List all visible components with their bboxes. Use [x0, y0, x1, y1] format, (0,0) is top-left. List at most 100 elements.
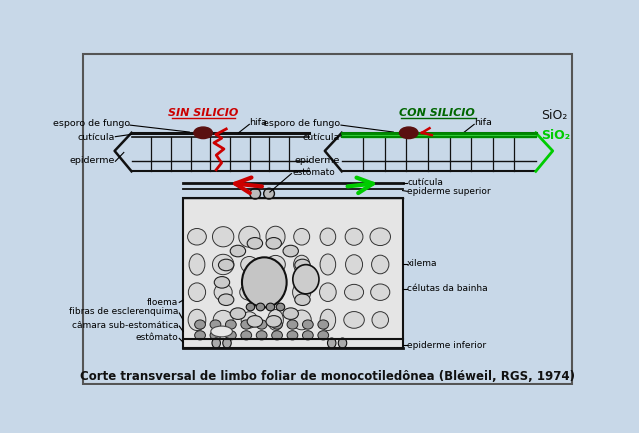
Ellipse shape: [302, 320, 313, 329]
Ellipse shape: [246, 303, 255, 311]
Bar: [183, 198, 403, 349]
Ellipse shape: [241, 331, 252, 340]
Ellipse shape: [189, 283, 206, 301]
Text: câmara sub-estomática: câmara sub-estomática: [72, 321, 178, 330]
Ellipse shape: [287, 320, 298, 329]
Ellipse shape: [256, 331, 267, 340]
Ellipse shape: [230, 245, 245, 257]
Ellipse shape: [345, 228, 363, 246]
Ellipse shape: [214, 284, 232, 301]
Ellipse shape: [320, 283, 336, 301]
Ellipse shape: [344, 284, 364, 300]
Ellipse shape: [276, 303, 285, 311]
Ellipse shape: [266, 255, 286, 274]
Ellipse shape: [241, 256, 258, 272]
Text: SiO₂: SiO₂: [541, 129, 570, 142]
Text: estômato: estômato: [293, 168, 335, 177]
Ellipse shape: [399, 127, 418, 139]
Ellipse shape: [247, 316, 263, 327]
Ellipse shape: [293, 265, 319, 294]
Text: floema: floema: [147, 298, 178, 307]
Text: cutícula: cutícula: [407, 178, 443, 187]
Ellipse shape: [272, 331, 282, 340]
Text: fibras de esclerenquima: fibras de esclerenquima: [69, 307, 178, 316]
Text: célutas da bainha: célutas da bainha: [407, 284, 488, 293]
Text: SiO₂: SiO₂: [541, 109, 567, 122]
Ellipse shape: [266, 316, 281, 327]
Ellipse shape: [318, 320, 328, 329]
Text: cutícula: cutícula: [77, 133, 114, 142]
Ellipse shape: [283, 308, 298, 320]
Ellipse shape: [188, 309, 206, 330]
Ellipse shape: [247, 238, 263, 249]
Ellipse shape: [239, 226, 260, 247]
Ellipse shape: [283, 245, 298, 257]
Ellipse shape: [318, 331, 328, 340]
Ellipse shape: [219, 259, 234, 271]
Ellipse shape: [250, 188, 261, 199]
Ellipse shape: [346, 255, 362, 274]
Ellipse shape: [327, 338, 336, 348]
Ellipse shape: [213, 310, 233, 330]
Ellipse shape: [293, 255, 310, 274]
Text: estômato: estômato: [135, 333, 178, 342]
Ellipse shape: [194, 127, 212, 139]
Ellipse shape: [338, 338, 347, 348]
Ellipse shape: [214, 277, 229, 288]
Ellipse shape: [223, 338, 231, 348]
Ellipse shape: [195, 331, 206, 340]
Ellipse shape: [242, 257, 287, 307]
Ellipse shape: [371, 255, 389, 274]
Ellipse shape: [287, 331, 298, 340]
Ellipse shape: [210, 331, 221, 340]
Ellipse shape: [241, 320, 252, 329]
Ellipse shape: [344, 312, 364, 328]
Ellipse shape: [302, 331, 313, 340]
Ellipse shape: [230, 308, 245, 320]
Text: hifa: hifa: [249, 118, 267, 127]
Ellipse shape: [212, 226, 234, 247]
Text: hifa: hifa: [474, 118, 492, 127]
Ellipse shape: [241, 312, 258, 328]
Ellipse shape: [264, 188, 274, 199]
Ellipse shape: [294, 229, 310, 245]
Ellipse shape: [295, 259, 310, 271]
Ellipse shape: [295, 294, 310, 306]
Ellipse shape: [293, 282, 311, 302]
Text: esporo de fungo: esporo de fungo: [263, 119, 340, 128]
Ellipse shape: [268, 310, 283, 330]
Ellipse shape: [299, 277, 314, 288]
Ellipse shape: [320, 254, 335, 275]
Ellipse shape: [266, 226, 285, 247]
Ellipse shape: [240, 284, 259, 301]
Ellipse shape: [371, 284, 390, 301]
Ellipse shape: [272, 320, 282, 329]
Text: SIN SILICIO: SIN SILICIO: [168, 108, 238, 118]
Ellipse shape: [189, 254, 205, 275]
Ellipse shape: [188, 229, 206, 245]
Text: epiderme: epiderme: [69, 156, 114, 165]
Text: CON SILICIO: CON SILICIO: [399, 108, 475, 118]
Ellipse shape: [226, 331, 236, 340]
Text: epiderme inferior: epiderme inferior: [407, 341, 486, 350]
Ellipse shape: [219, 294, 234, 306]
Ellipse shape: [372, 312, 389, 328]
Text: cutícula: cutícula: [303, 133, 340, 142]
Ellipse shape: [256, 320, 267, 329]
Text: xilema: xilema: [407, 259, 438, 268]
Ellipse shape: [320, 309, 335, 331]
Ellipse shape: [213, 254, 234, 275]
Ellipse shape: [267, 283, 284, 301]
Ellipse shape: [320, 228, 335, 246]
Ellipse shape: [226, 320, 236, 329]
Ellipse shape: [256, 303, 265, 311]
Text: epiderme superior: epiderme superior: [407, 187, 491, 196]
Ellipse shape: [266, 238, 281, 249]
Ellipse shape: [370, 228, 390, 246]
Text: epiderme: epiderme: [295, 156, 340, 165]
Ellipse shape: [195, 320, 206, 329]
Ellipse shape: [292, 310, 311, 330]
Text: Corte transversal de limbo foliar de monocotiledônea (Bléweil, RGS, 1974): Corte transversal de limbo foliar de mon…: [81, 370, 575, 383]
Ellipse shape: [211, 326, 233, 337]
Text: esporo de fungo: esporo de fungo: [53, 119, 130, 128]
